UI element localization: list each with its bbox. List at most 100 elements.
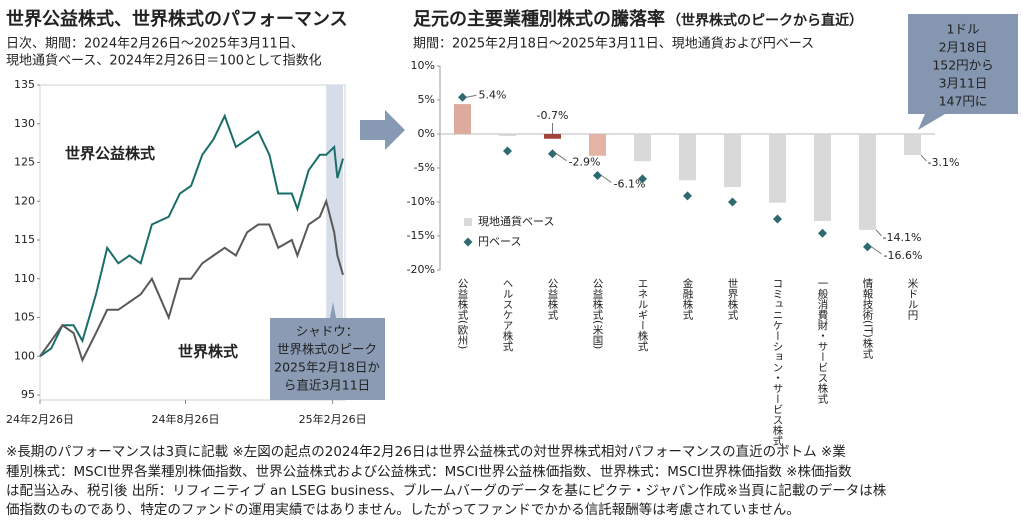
leader-line	[920, 154, 927, 162]
diamond-marker	[683, 191, 692, 201]
value-label: -6.1%	[614, 177, 646, 190]
annotation-text: ら直近3月11日	[284, 378, 370, 393]
y-tick-label: 115	[14, 233, 35, 246]
y-tick-label: -15%	[407, 229, 435, 242]
x-tick-label: 世界株式	[727, 278, 739, 320]
leader-line	[466, 94, 477, 98]
series-label: 世界公益株式	[65, 145, 155, 163]
diamond-marker	[728, 197, 737, 207]
value-label: -0.7%	[537, 109, 569, 122]
y-tick-label: 100	[14, 349, 35, 362]
left-subtitle: 日次、期間：2024年2月26日～2025年3月11日、	[6, 36, 304, 52]
y-tick-label: 0%	[418, 127, 435, 140]
diamond-marker	[863, 242, 872, 252]
y-tick-label: 5%	[418, 93, 435, 106]
x-tick-label: 一般消費財・サービス株式	[817, 278, 829, 404]
bar	[859, 134, 876, 230]
bar	[769, 134, 786, 203]
diamond-marker	[593, 170, 602, 180]
arrow	[360, 110, 405, 150]
x-tick-label: 公益株式(欧州)	[457, 278, 469, 349]
bar	[589, 134, 606, 156]
annotation-pointer	[330, 302, 336, 318]
y-tick-label: 135	[14, 78, 35, 91]
plot-frame	[39, 84, 346, 401]
annotation-text: 3月11日	[939, 76, 988, 91]
left-title: 世界公益株式、世界株式のパフォーマンス	[6, 8, 348, 30]
legend-label: 現地通貨ベース	[478, 214, 554, 228]
value-label: 5.4%	[479, 88, 507, 101]
y-tick-label: 10%	[411, 59, 435, 72]
y-tick-label: -10%	[407, 195, 435, 208]
y-tick-label: -20%	[407, 263, 435, 276]
bar	[499, 134, 516, 137]
y-tick-label: 105	[14, 311, 35, 324]
legend-label: 円ベース	[478, 235, 521, 248]
y-tick-label: 95	[21, 388, 35, 401]
value-label: -14.1%	[883, 231, 922, 244]
diamond-marker	[503, 146, 512, 156]
series-line	[39, 113, 344, 358]
bar	[724, 134, 741, 188]
legend-swatch	[463, 237, 473, 247]
x-tick-label: 金融株式	[682, 277, 694, 320]
bar	[904, 134, 921, 156]
x-tick-label: 24年2月26日	[6, 412, 74, 426]
y-tick-label: -5%	[414, 161, 435, 174]
diamond-marker	[773, 214, 782, 224]
right-title-note: （世界株式のピークから直近）	[667, 12, 863, 29]
x-tick-label: コミュニケーション・サービス株式	[772, 278, 784, 446]
y-tick-label: 130	[14, 117, 35, 130]
y-tick-label: 110	[14, 272, 35, 285]
x-tick-label: エネルギー株式	[637, 278, 649, 352]
annotation-text: 152円から	[932, 58, 993, 73]
leader-line	[871, 246, 882, 255]
annotation-box	[270, 318, 385, 400]
value-label: -2.9%	[569, 156, 601, 169]
note: ※長期のパフォーマンスは3頁に記載 ※左図の起点の2024年2月26日は世界公益…	[6, 443, 846, 460]
annotation-text: 世界株式のピーク	[277, 342, 377, 357]
bar	[679, 134, 696, 181]
diamond-marker	[638, 174, 647, 184]
note: は配当込み、税引後 出所：リフィニティブ an LSEG business、ブル…	[6, 482, 726, 499]
x-tick-label: 米ドル円	[907, 277, 919, 321]
series-line	[39, 198, 344, 363]
leader-line	[875, 229, 882, 237]
right-title: 足元の主要業種別株式の騰落率	[413, 8, 665, 30]
disclaimer: 価指数のものであり、特定のファンドの運用実績ではありません。したがってファンドで…	[6, 501, 800, 518]
bar	[814, 134, 831, 222]
leader-line	[601, 175, 612, 183]
x-tick-label: 24年8月26日	[152, 412, 220, 426]
diamond-marker	[818, 228, 827, 238]
x-tick-label: 公益株式	[547, 278, 559, 320]
x-tick-label: 情報技術(IT)株式	[862, 277, 874, 358]
y-tick-label: 125	[14, 156, 35, 169]
value-label: -16.6%	[884, 249, 923, 262]
annotation-text: 2025年2月18日か	[274, 360, 380, 375]
x-tick-label: ヘルスケア株式	[502, 278, 514, 352]
x-tick-label: 公益株式(米国)	[592, 278, 604, 349]
bar	[544, 134, 561, 139]
diamond-marker	[458, 92, 467, 102]
diamond-marker	[548, 149, 557, 159]
leader-line	[556, 153, 567, 162]
annotation-text: 147円に	[939, 94, 988, 109]
bar	[634, 134, 651, 162]
annotation-box	[908, 14, 1018, 114]
annotation-text: シャドウ：	[296, 324, 359, 339]
annotation-pointer	[918, 114, 945, 130]
bar	[454, 104, 471, 134]
annotation-text: 2月18日	[939, 40, 988, 55]
right-subtitle: 期間：2025年2月18日～2025年3月11日、現地通貨および円ベース	[413, 36, 814, 52]
series-label: 世界株式	[178, 343, 238, 361]
y-tick-label: 120	[14, 194, 35, 207]
value-label: -3.1%	[928, 156, 960, 169]
note: 種別株式：MSCI世界各業種別株価指数、世界公益株式および公益株式：MSCI世界…	[6, 464, 852, 480]
legend-swatch	[464, 218, 472, 226]
disclaimer: ※当頁に記載のデータは株	[726, 482, 886, 499]
annotation-text: 1ドル	[947, 22, 980, 37]
left-subtitle: 現地通貨ベース、2024年2月26日＝100として指数化	[6, 53, 322, 69]
x-tick-label: 25年2月26日	[299, 412, 367, 426]
